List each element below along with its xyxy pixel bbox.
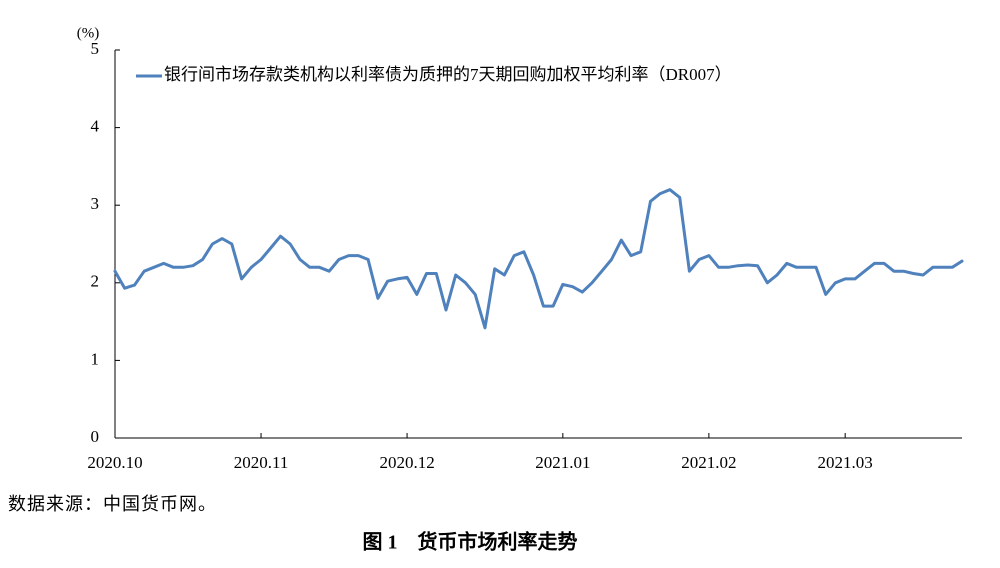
y-tick-label: 4 [91,117,100,136]
y-unit-label: (%) [77,25,100,41]
caption: 图 1 货币市场利率走势 [363,530,578,554]
x-tick-label: 2021.02 [681,453,736,472]
x-tick-label: 2020.11 [234,453,289,472]
y-tick-label: 5 [91,39,100,58]
x-tick-label: 2021.01 [535,453,590,472]
legend-label: 银行间市场存款类机构以利率债为质押的7天期回购加权平均利率（DR007） [164,65,732,84]
source-note: 数据来源：中国货币网。 [8,494,217,514]
x-tick-label: 2020.12 [379,453,434,472]
y-tick-label: 3 [91,194,100,213]
y-tick-label: 1 [91,349,100,368]
x-tick-label: 2020.10 [87,453,142,472]
x-tick-label: 2021.03 [818,453,873,472]
series-line [113,188,964,330]
y-tick-label: 2 [91,272,100,291]
y-tick-label: 0 [91,427,100,446]
